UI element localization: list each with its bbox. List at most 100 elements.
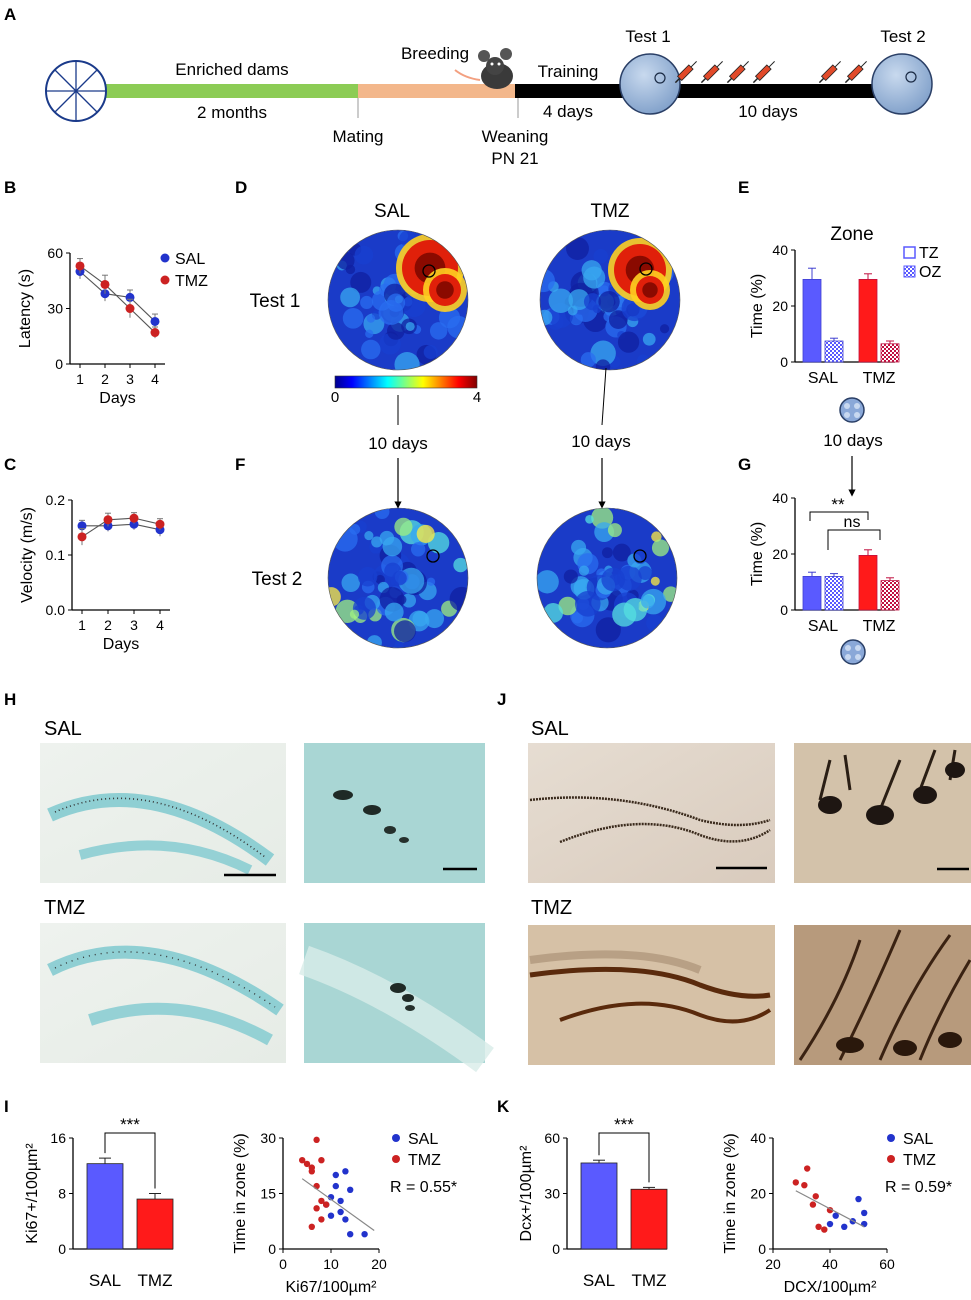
heatmap-blob [449, 586, 468, 612]
heatmap-blob [595, 359, 611, 370]
x-tick-label: 20 [765, 1256, 781, 1272]
legend-marker-tmz [392, 1155, 400, 1163]
pool-test2-icon [871, 53, 933, 115]
platform-target-icon [426, 549, 440, 563]
panel-label-f: F [235, 455, 245, 474]
y-tick-label: 8 [58, 1186, 66, 1202]
bar-sal-tz [802, 576, 822, 611]
heatmap-blob [332, 526, 358, 552]
heatmap-blob [598, 291, 620, 313]
y-tick-label: 0.0 [46, 602, 66, 618]
heatmap-row-test1: Test 1 [250, 291, 301, 312]
sig-label: *** [120, 1115, 140, 1134]
platform-target-icon [633, 549, 647, 563]
sig-label: *** [614, 1115, 634, 1134]
heatmap-blob [396, 594, 407, 605]
heatmap-blob [394, 641, 404, 648]
label-test2: Test 2 [880, 27, 925, 46]
x-tick-label: 3 [130, 617, 138, 633]
legend-label-sal: SAL [408, 1131, 438, 1148]
syringe-plunger [752, 77, 759, 84]
syringe-plunger [700, 77, 707, 84]
hist-h-sal-zoom [304, 743, 485, 883]
y-tick-label: 15 [260, 1186, 276, 1202]
chart-g-zone: 0 20 40 Time (%) SAL TMZ **ns [749, 490, 900, 635]
heatmap-blob [540, 269, 555, 293]
y-tick-label: 60 [47, 245, 63, 261]
x-axis-label: DCX/100µm² [784, 1279, 877, 1296]
heatmap-blob [350, 271, 372, 293]
sig-label: ns [844, 514, 861, 531]
heatmap-blob [361, 339, 381, 360]
heatmap-blob [580, 352, 596, 368]
syringe-barrel [846, 64, 864, 82]
heatmap-blob [424, 609, 445, 629]
heatmap-tmz-test2 [536, 507, 678, 649]
platform-target-icon [639, 262, 653, 276]
y-tick-label: 0 [58, 1241, 66, 1257]
syringe-barrel [702, 64, 720, 82]
syringe-plunger [818, 77, 825, 84]
heatmap-blob [651, 539, 670, 557]
data-point-tmz [75, 261, 85, 271]
legend-label-tmz: TMZ [175, 273, 208, 290]
heatmap-blob [642, 332, 656, 346]
panel-label-i: I [4, 1097, 9, 1116]
syringe-plunger [844, 77, 851, 84]
colorbar-max: 4 [473, 389, 481, 406]
x-category-label: SAL [583, 1271, 615, 1290]
heatmap-blob [583, 266, 606, 289]
heatmap-blob [423, 345, 438, 360]
heatmap-blob [650, 576, 660, 586]
heatmap-content [328, 230, 468, 370]
y-tick-label: 20 [772, 546, 788, 562]
y-tick-label: 20 [750, 1186, 766, 1202]
heatmap-content [537, 508, 677, 648]
legend-marker-tz [903, 246, 916, 259]
scatter-point-sal [337, 1208, 344, 1216]
scatter-point-tmz [308, 1168, 315, 1175]
scatter-point-tmz [299, 1157, 306, 1164]
arrow-tmz [601, 367, 607, 426]
y-tick-label: 0 [552, 1241, 560, 1257]
legend-label-tmz: TMZ [408, 1152, 441, 1169]
syringe-icon [818, 61, 841, 84]
panel-label-g: G [738, 455, 751, 474]
y-axis-label: Velocity (m/s) [19, 507, 36, 603]
bar-tmz-oz [880, 343, 900, 363]
x-tick-label: 4 [156, 617, 164, 633]
scatter-point-sal [342, 1168, 349, 1175]
scatter-point-sal [327, 1212, 335, 1219]
heatmap-blob [568, 289, 590, 311]
y-tick-label: 0 [780, 602, 788, 618]
timeline-enriched-bar [105, 84, 360, 98]
heatmap-blob [375, 574, 385, 585]
hist-j-sal-overview [528, 743, 775, 883]
scatter-point-sal [855, 1195, 862, 1203]
legend-marker-tmz [160, 275, 170, 285]
y-axis-label: Ki67+/100µm² [24, 1143, 41, 1244]
x-tick-label: 0 [279, 1256, 287, 1272]
label-pn: PN 21 [491, 149, 538, 168]
label-weaning: Weaning [482, 127, 549, 146]
fit-line [795, 1190, 865, 1228]
legend-marker-sal [887, 1134, 895, 1142]
heatmap-blob [566, 237, 589, 261]
heatmap-blob [374, 508, 390, 520]
syringe-barrel [676, 64, 694, 82]
x-category-label: SAL [89, 1271, 121, 1290]
y-tick-label: 30 [47, 301, 63, 317]
scatter-point-sal [841, 1223, 848, 1231]
syringe-plunger [674, 77, 681, 84]
label-train-days: 4 days [543, 102, 593, 121]
chart-title: Zone [830, 224, 873, 245]
heatmap-content [328, 508, 468, 648]
label-enriched: Enriched dams [175, 60, 288, 79]
x-tick-label: 2 [104, 617, 112, 633]
heatmap-blob [410, 542, 426, 557]
heatmap-blob [394, 351, 420, 370]
syringe-needle [742, 61, 749, 68]
y-tick-label: 40 [772, 490, 788, 506]
heatmap-border [539, 229, 681, 371]
